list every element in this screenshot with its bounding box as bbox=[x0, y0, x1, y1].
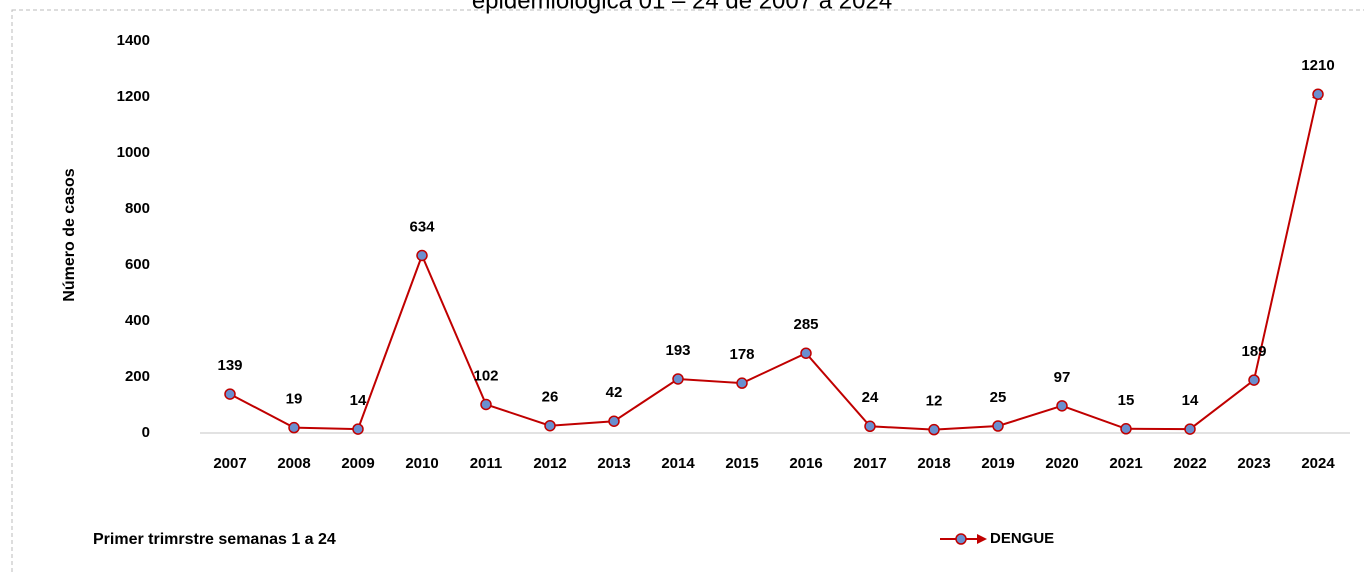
point bbox=[288, 421, 300, 434]
point bbox=[608, 415, 620, 427]
note: Primer trimrstre semanas 1 a 24 bbox=[93, 531, 336, 548]
data-label: 139 bbox=[217, 357, 242, 374]
point bbox=[672, 373, 684, 385]
data-label: 24 bbox=[862, 389, 879, 406]
x-tick-label: 2017 bbox=[853, 455, 886, 472]
data-label: 189 bbox=[1241, 343, 1266, 360]
x-tick-label: 2015 bbox=[725, 455, 758, 472]
legend-label: DENGUE bbox=[990, 530, 1054, 547]
point bbox=[1312, 88, 1324, 100]
data-label: 97 bbox=[1054, 369, 1071, 386]
y-tick-label: 200 bbox=[125, 368, 150, 385]
legend-marker bbox=[955, 533, 967, 545]
chart-title: epidemiológica 01 – 24 de 2007 a 2024 bbox=[472, 0, 892, 14]
x-tick-label: 2013 bbox=[597, 455, 630, 472]
x-tick-label: 2020 bbox=[1045, 455, 1078, 472]
data-label: 15 bbox=[1118, 392, 1135, 409]
data-label: 25 bbox=[990, 389, 1007, 406]
data-label: 193 bbox=[665, 342, 690, 359]
data-label: 102 bbox=[473, 367, 498, 384]
y-tick-label: 600 bbox=[125, 256, 150, 273]
x-tick-label: 2009 bbox=[341, 455, 374, 472]
x-tick-label: 2014 bbox=[661, 455, 695, 472]
chart-border bbox=[11, 9, 1364, 572]
x-tick-label: 2010 bbox=[405, 455, 438, 472]
x-tick-label: 2019 bbox=[981, 455, 1014, 472]
series-line bbox=[229, 89, 1322, 431]
y-tick-label: 800 bbox=[125, 200, 150, 217]
point bbox=[1248, 374, 1260, 386]
x-tick-label: 2011 bbox=[470, 455, 503, 472]
data-label: 285 bbox=[793, 316, 818, 333]
data-label: 14 bbox=[1182, 392, 1199, 409]
x-tick-label: 2008 bbox=[277, 455, 310, 472]
x-tick-label: 2012 bbox=[533, 455, 566, 472]
y-axis-label: Número de casos bbox=[61, 168, 78, 301]
x-tick-label: 2023 bbox=[1237, 455, 1270, 472]
x-tick-label: 2021 bbox=[1109, 455, 1142, 472]
point bbox=[224, 388, 236, 400]
data-label: 12 bbox=[926, 393, 943, 410]
x-tick-label: 2024 bbox=[1301, 455, 1335, 472]
point bbox=[1120, 423, 1132, 435]
point bbox=[864, 420, 876, 433]
point bbox=[992, 420, 1004, 432]
data-label: 634 bbox=[409, 218, 435, 235]
data-label: 26 bbox=[542, 389, 559, 406]
data-label: 14 bbox=[350, 392, 367, 409]
point bbox=[480, 398, 492, 411]
point bbox=[800, 347, 812, 359]
y-tick-label: 400 bbox=[125, 312, 150, 329]
y-tick-label: 1200 bbox=[117, 88, 150, 105]
point bbox=[1184, 423, 1196, 435]
x-tick-label: 2018 bbox=[917, 455, 950, 472]
data-label: 19 bbox=[286, 391, 303, 408]
point bbox=[736, 377, 748, 389]
point bbox=[416, 249, 428, 262]
y-tick-label: 1400 bbox=[117, 32, 150, 49]
y-tick-label: 0 bbox=[142, 424, 150, 441]
data-label: 178 bbox=[729, 346, 754, 363]
point bbox=[352, 423, 364, 435]
y-tick-label: 1000 bbox=[117, 144, 150, 161]
data-label: 1210 bbox=[1301, 57, 1334, 74]
point bbox=[544, 419, 556, 432]
x-tick-label: 2016 bbox=[789, 455, 822, 472]
point bbox=[1056, 400, 1068, 412]
point bbox=[928, 423, 940, 436]
data-label: 42 bbox=[606, 384, 623, 401]
x-tick-label: 2007 bbox=[213, 455, 246, 472]
x-tick-label: 2022 bbox=[1173, 455, 1206, 472]
